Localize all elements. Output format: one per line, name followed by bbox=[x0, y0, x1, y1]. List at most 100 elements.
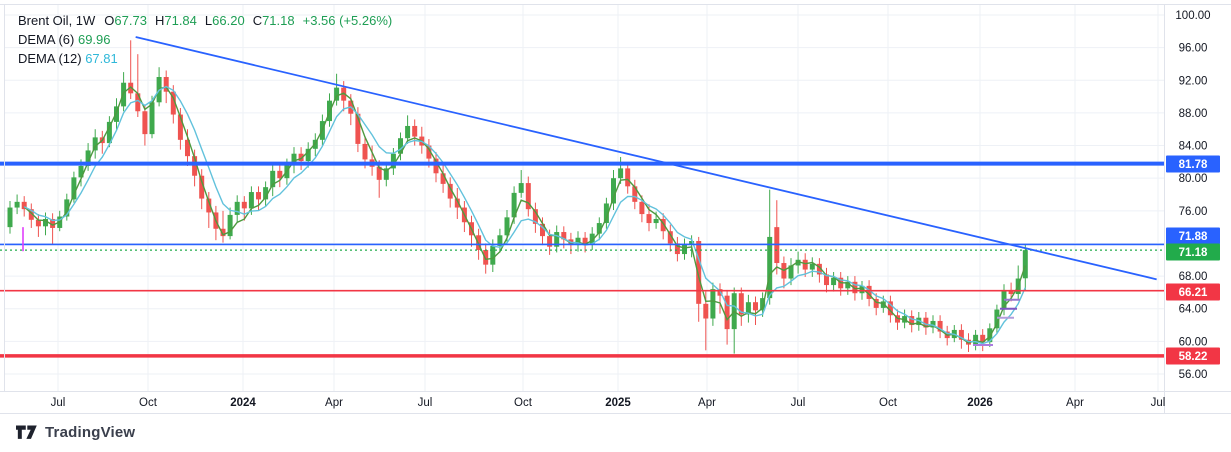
candle-body bbox=[504, 217, 510, 236]
candle-body bbox=[625, 168, 631, 187]
candle-body bbox=[923, 317, 929, 328]
time-tick-Oct: Oct bbox=[139, 397, 158, 409]
price-tick-100: 100.00 bbox=[1175, 10, 1210, 22]
candle-body bbox=[355, 113, 361, 144]
candle-body bbox=[149, 102, 155, 135]
candle-body bbox=[35, 219, 41, 227]
candle-body bbox=[525, 183, 531, 210]
tradingview-logo-icon bbox=[16, 425, 37, 439]
candle-body bbox=[21, 201, 27, 210]
candle-body bbox=[440, 173, 446, 184]
candle-body bbox=[277, 170, 283, 179]
candle-body bbox=[483, 249, 489, 265]
candle-body bbox=[689, 241, 695, 245]
candle-body bbox=[738, 293, 744, 315]
svg-text:71.18: 71.18 bbox=[1179, 247, 1208, 259]
dema12-label: DEMA (12) bbox=[18, 51, 82, 66]
svg-text:81.78: 81.78 bbox=[1179, 159, 1208, 171]
tradingview-label: TradingView bbox=[45, 424, 136, 441]
grid bbox=[5, 4, 1164, 391]
dema6-label: DEMA (6) bbox=[18, 32, 75, 47]
candle-body bbox=[170, 91, 176, 115]
candle-body bbox=[852, 281, 858, 294]
candlestick-series[interactable] bbox=[7, 40, 1028, 354]
descending-trendline[interactable] bbox=[135, 36, 1157, 281]
legend-dema12-row[interactable]: DEMA (12) 67.81 bbox=[18, 49, 392, 68]
dema6-value: 69.96 bbox=[77, 32, 111, 47]
price-tick-96: 96.00 bbox=[1179, 43, 1208, 55]
candle-body bbox=[887, 301, 893, 316]
price-axis[interactable]: 100.00 96.00 92.00 88.00 84.00 80.00 76.00 68.0… bbox=[1166, 10, 1220, 381]
time-tick-2026: 2026 bbox=[967, 397, 993, 409]
dema-12-line[interactable] bbox=[23, 85, 1026, 345]
candle-body bbox=[199, 175, 205, 199]
candle-body bbox=[376, 166, 382, 180]
candle-body bbox=[930, 320, 936, 328]
symbol-title[interactable]: Brent Oil, 1W bbox=[18, 13, 96, 28]
candle-body bbox=[106, 121, 112, 144]
svg-text:71.88: 71.88 bbox=[1179, 231, 1208, 243]
candle-body bbox=[114, 106, 119, 122]
time-tick-2024: 2024 bbox=[230, 397, 256, 409]
dema-6-line[interactable] bbox=[23, 86, 1026, 344]
candle-body bbox=[192, 156, 198, 176]
candle-body bbox=[334, 87, 340, 101]
high-label: H bbox=[154, 13, 165, 28]
candle-body bbox=[28, 209, 34, 220]
candle-body bbox=[390, 153, 396, 169]
candle-body bbox=[426, 145, 432, 159]
candle-body bbox=[710, 289, 716, 319]
legend-dema6-row[interactable]: DEMA (6) 69.96 bbox=[18, 30, 392, 49]
time-tick-Oct: Oct bbox=[879, 397, 898, 409]
candle-body bbox=[603, 203, 609, 224]
candle-body bbox=[859, 285, 865, 294]
svg-text:58.22: 58.22 bbox=[1179, 351, 1208, 363]
candle-body bbox=[177, 114, 183, 140]
price-tick-84: 84.00 bbox=[1179, 141, 1208, 153]
price-tick-76: 76.00 bbox=[1179, 206, 1208, 218]
candle-body bbox=[554, 232, 560, 247]
price-badge-71.88: 71.88 bbox=[1166, 227, 1220, 245]
candle-body bbox=[994, 309, 1000, 329]
price-tick-60: 60.00 bbox=[1179, 336, 1208, 348]
candle-body bbox=[682, 244, 687, 255]
candle-body bbox=[958, 329, 964, 340]
price-badge-58.22: 58.22 bbox=[1166, 347, 1220, 365]
candle-body bbox=[490, 245, 496, 265]
candle-body bbox=[433, 158, 439, 174]
candle-body bbox=[43, 218, 48, 227]
low-label: L bbox=[204, 13, 213, 28]
price-badge-81.78: 81.78 bbox=[1166, 155, 1220, 173]
candle-body bbox=[760, 298, 766, 311]
time-tick-Apr: Apr bbox=[698, 397, 716, 409]
time-axis[interactable] bbox=[1165, 392, 1231, 413]
candle-body bbox=[674, 243, 680, 255]
time-tick-Jul: Jul bbox=[1151, 397, 1166, 409]
tradingview-watermark[interactable]: TradingView bbox=[16, 424, 135, 441]
candle-body bbox=[703, 303, 709, 319]
candle-body bbox=[64, 199, 70, 217]
close-value: 71.18 bbox=[262, 13, 295, 28]
candle-body bbox=[185, 139, 190, 157]
candle-body bbox=[78, 165, 84, 178]
candle-body bbox=[816, 263, 822, 275]
candle-body bbox=[788, 265, 794, 279]
candle-body bbox=[802, 259, 808, 270]
candle-body bbox=[582, 237, 588, 245]
candle-body bbox=[270, 170, 276, 188]
candle-body bbox=[14, 201, 20, 208]
price-tick-88: 88.00 bbox=[1179, 108, 1208, 120]
candle-body bbox=[745, 302, 751, 315]
candle-body bbox=[540, 223, 545, 237]
candle-body bbox=[618, 168, 624, 179]
candle-body bbox=[1022, 250, 1028, 279]
legend-main-row[interactable]: Brent Oil, 1W O67.73 H71.84 L66.20 C71.18 +3.… bbox=[18, 11, 392, 30]
candle-body bbox=[753, 302, 758, 311]
candle-body bbox=[220, 228, 226, 237]
candle-body bbox=[866, 285, 872, 299]
time-tick-Oct: Oct bbox=[514, 397, 533, 409]
candle-body bbox=[298, 153, 304, 162]
open-value: 67.73 bbox=[114, 13, 147, 28]
